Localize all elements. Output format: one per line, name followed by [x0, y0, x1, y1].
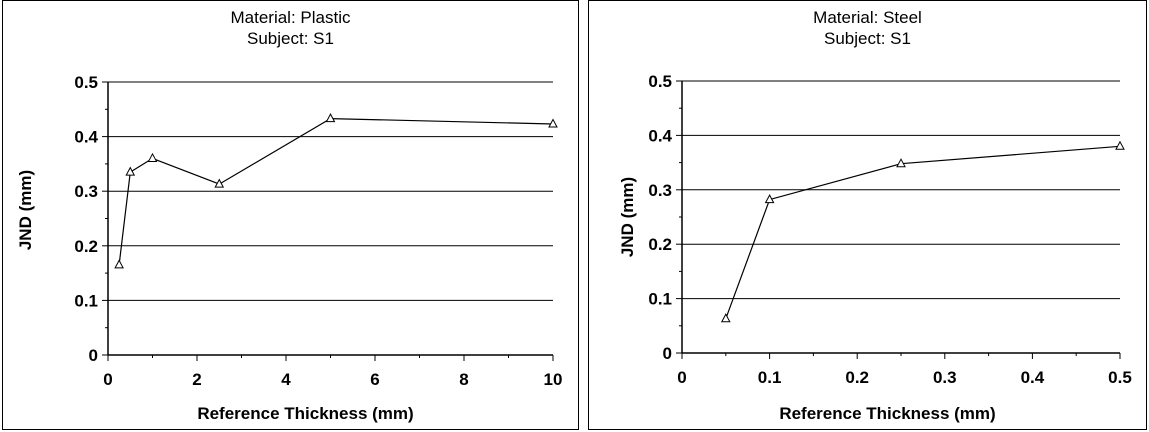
x-tick-label: 0.2 [845, 368, 869, 387]
x-tick-label: 10 [544, 370, 563, 389]
x-tick-label: 0.4 [1021, 368, 1045, 387]
chart-panel-steel: Material: Steel Subject: S1 JND (mm) Ref… [588, 0, 1147, 430]
y-tick-label: 0.4 [74, 128, 98, 147]
y-tick-label: 0.3 [648, 181, 672, 200]
series-line [725, 145, 1121, 319]
x-tick-label: 8 [459, 370, 468, 389]
x-tick-label: 0.5 [1108, 368, 1132, 387]
y-tick-label: 0 [89, 346, 98, 365]
x-tick-label: 4 [281, 370, 291, 389]
data-point-marker [125, 166, 136, 176]
y-tick-label: 0.2 [648, 235, 672, 254]
data-point-marker [114, 259, 124, 269]
chart-plot-plastic: 0 0.1 0.2 0.3 0.4 0.5 0 2 4 6 8 10 [74, 73, 563, 389]
x-tick-label: 0 [103, 370, 112, 389]
y-tick-label: 0.5 [74, 73, 98, 92]
chart-title-line2: Subject: S1 [824, 29, 911, 48]
x-tick-label: 6 [370, 370, 379, 389]
y-tick-label: 0.1 [648, 290, 672, 309]
x-tick-label: 0.3 [933, 368, 957, 387]
data-point-marker [896, 158, 906, 168]
y-tick-label: 0.3 [74, 182, 98, 201]
chart-plot-steel: 0 0.1 0.2 0.3 0.4 0.5 0 0.1 0.2 0.3 0.4 0.5 [648, 72, 1132, 387]
x-tick-label: 0.1 [758, 368, 782, 387]
x-axis-label: Reference Thickness (mm) [197, 404, 414, 423]
chart-title-line1: Material: Plastic [230, 8, 351, 27]
series-line [118, 117, 554, 265]
y-tick-label: 0.4 [648, 126, 672, 145]
x-axis-label: Reference Thickness (mm) [779, 404, 996, 423]
data-point-marker [214, 178, 225, 188]
y-tick-label: 0 [663, 344, 672, 363]
x-tick-label: 2 [192, 370, 201, 389]
y-tick-label: 0.5 [648, 72, 672, 91]
y-tick-label: 0.1 [74, 291, 98, 310]
data-point-marker [147, 152, 158, 162]
data-point-marker [325, 113, 336, 123]
data-point-marker [720, 313, 731, 323]
data-point-marker [764, 194, 775, 204]
y-tick-label: 0.2 [74, 237, 98, 256]
chart-title-line1: Material: Steel [813, 8, 922, 27]
data-point-marker [1115, 140, 1125, 150]
x-tick-label: 0 [677, 368, 686, 387]
chart-title-line2: Subject: S1 [247, 29, 334, 48]
chart-panel-plastic: Material: Plastic Subject: S1 JND (mm) R… [2, 0, 579, 430]
data-point-marker [548, 118, 558, 128]
